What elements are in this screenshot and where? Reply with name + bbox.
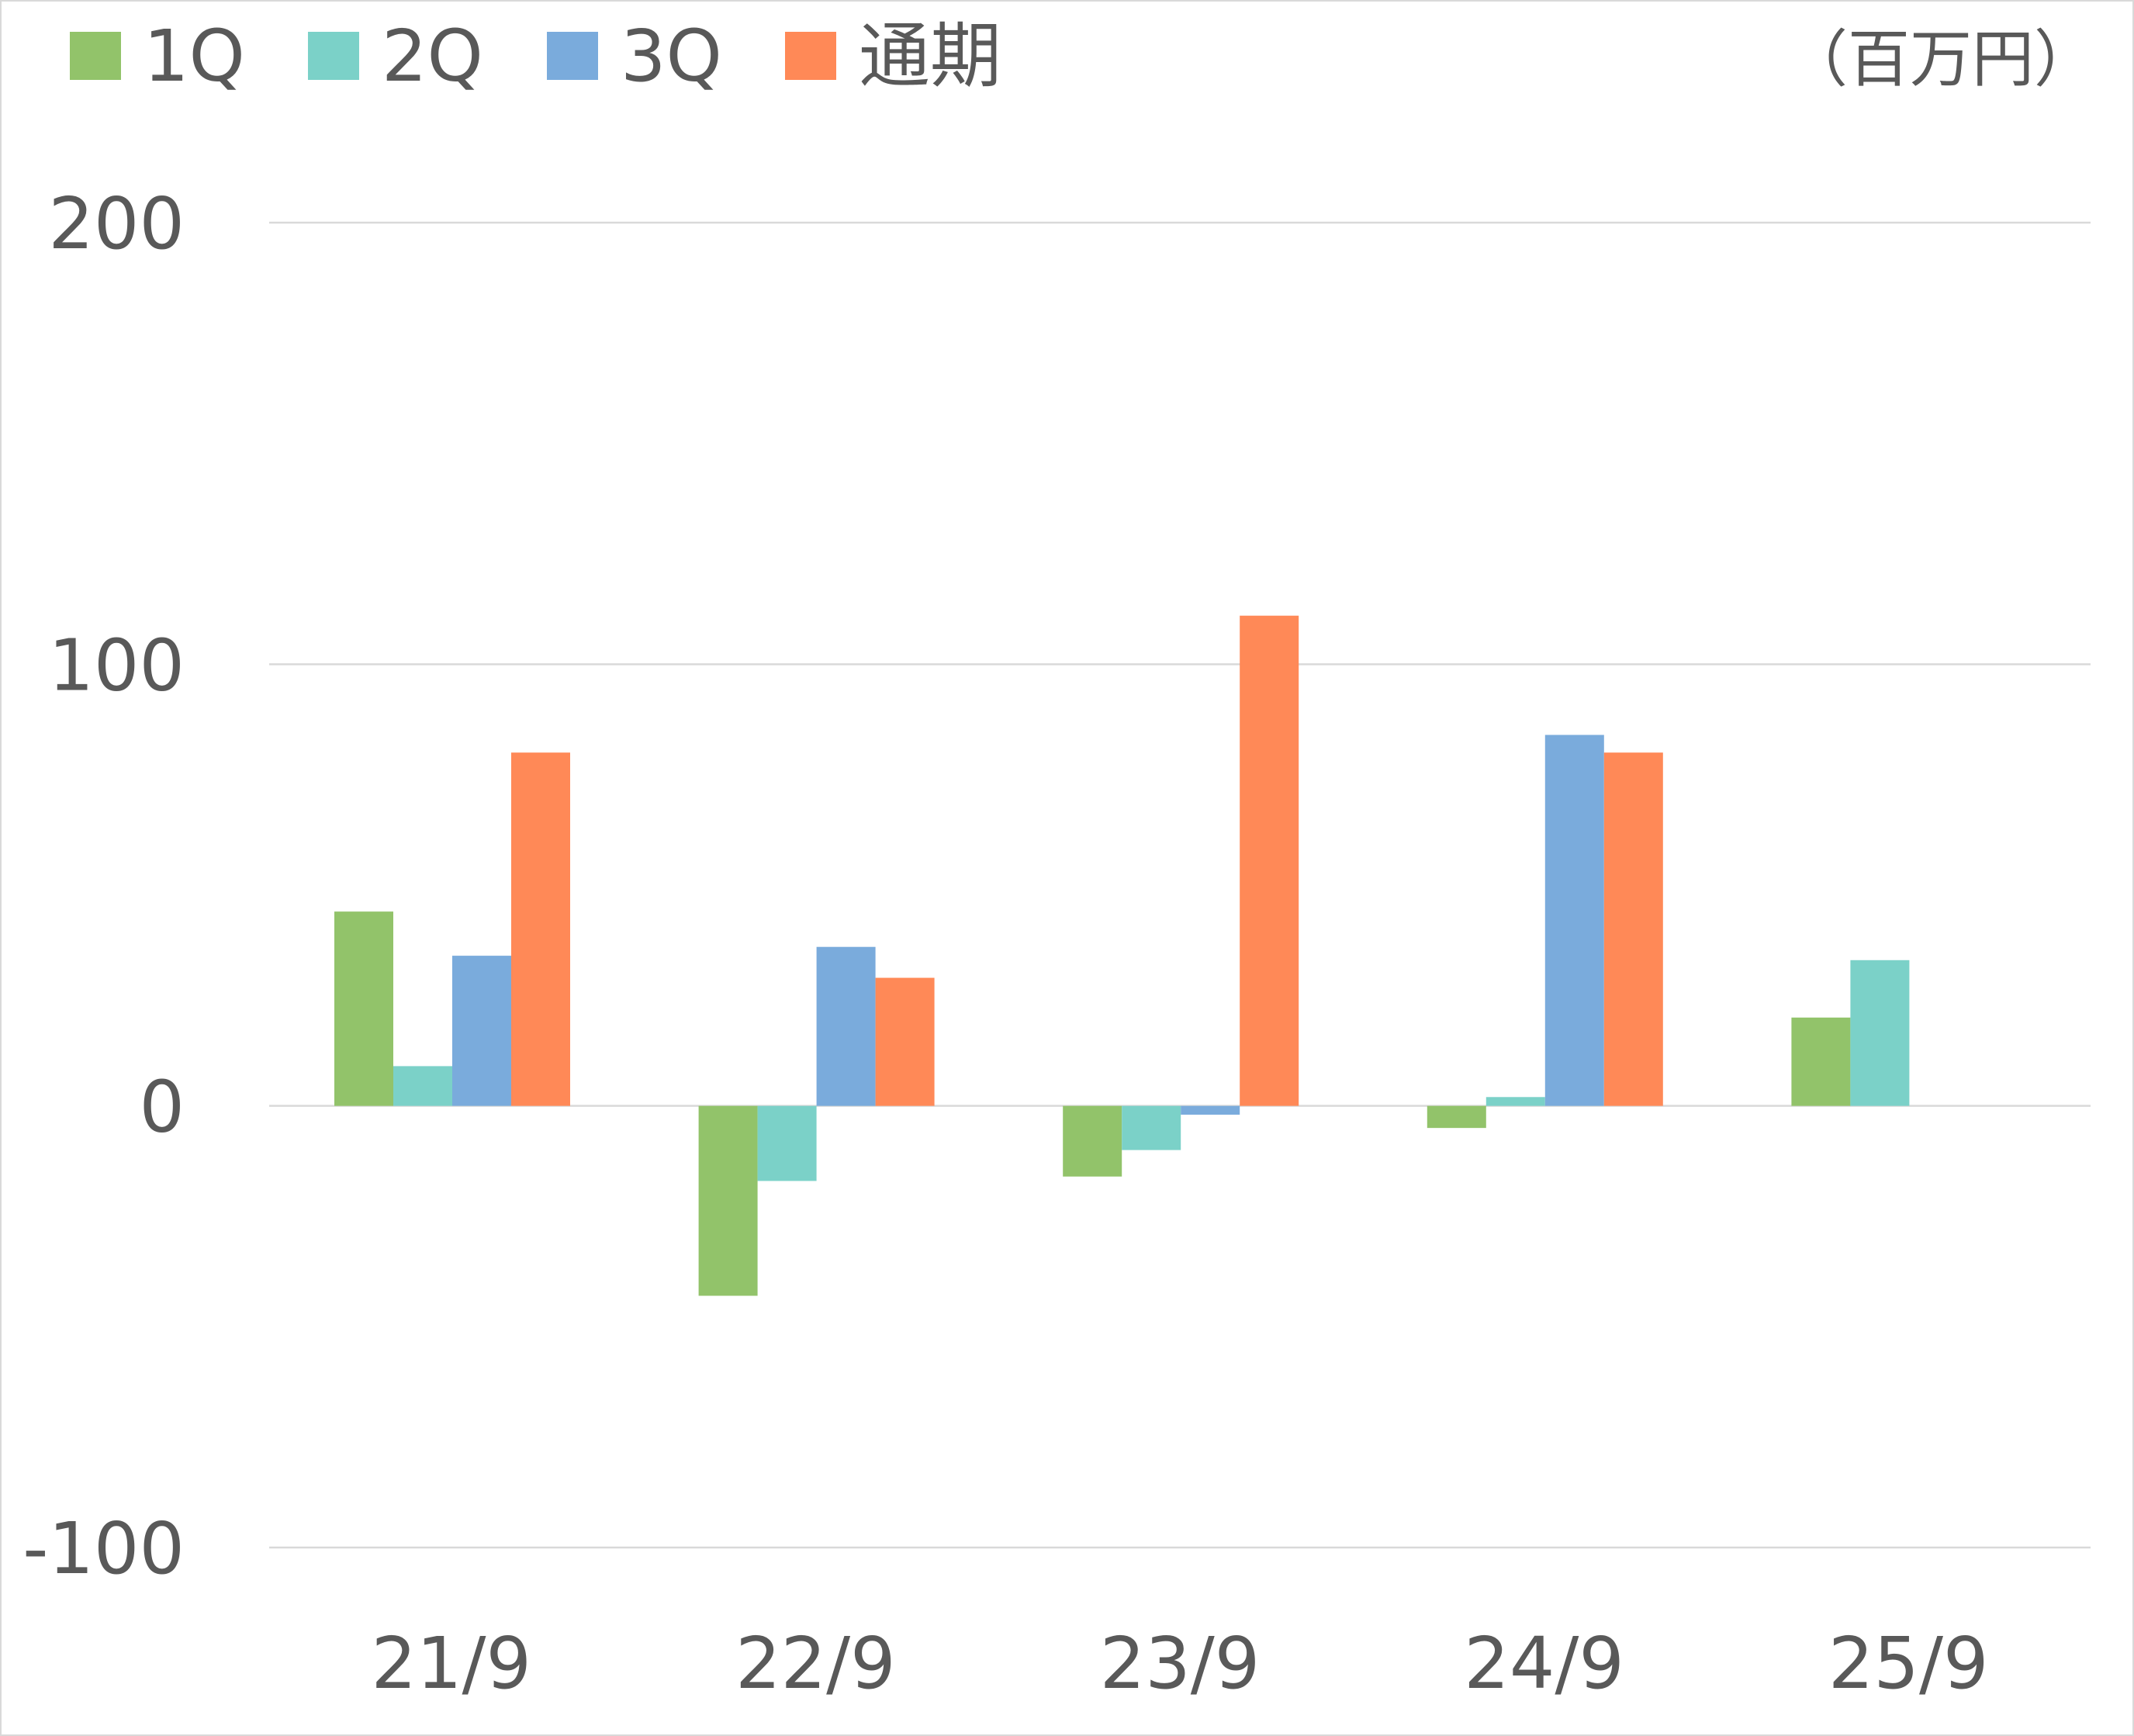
x-tick-label: 23/9 — [1100, 1622, 1261, 1705]
legend-swatch — [547, 32, 598, 80]
x-tick-label: 22/9 — [735, 1622, 896, 1705]
legend-label: 1Q — [144, 15, 245, 98]
legend-label: 3Q — [621, 15, 722, 98]
y-tick-label: 100 — [48, 624, 185, 707]
legend-swatch — [785, 32, 836, 80]
bar-24-9-2Q — [1485, 1097, 1545, 1106]
bar-24-9-3Q — [1544, 735, 1604, 1106]
legend-swatch — [308, 32, 359, 80]
legend-label: 通期 — [859, 15, 1001, 98]
bar-22-9-3Q — [816, 946, 876, 1106]
bar-22-9-1Q — [698, 1105, 758, 1296]
legend: 1Q 2Q 3Q 通期 — [70, 15, 1001, 98]
x-tick-label: 24/9 — [1464, 1622, 1624, 1705]
bar-21-9-1Q — [334, 911, 393, 1106]
bar-24-9-通期 — [1603, 752, 1663, 1106]
bar-25-9-2Q — [1850, 960, 1910, 1106]
y-tick-label: 200 — [48, 182, 185, 265]
bar-23-9-2Q — [1122, 1105, 1181, 1150]
bars — [334, 615, 1910, 1296]
bar-25-9-1Q — [1791, 1017, 1851, 1106]
bar-21-9-2Q — [393, 1066, 452, 1106]
y-tick-label: 0 — [139, 1066, 185, 1149]
unit-label: （百万円） — [1786, 23, 2096, 95]
legend-label: 2Q — [382, 15, 483, 98]
bar-23-9-通期 — [1240, 615, 1299, 1106]
legend-swatch — [70, 32, 121, 80]
bar-23-9-3Q — [1181, 1105, 1240, 1115]
bar-21-9-3Q — [452, 956, 511, 1106]
bar-23-9-1Q — [1063, 1105, 1122, 1177]
y-axis: 200 100 0 -100 — [22, 182, 185, 1590]
x-tick-label: 25/9 — [1828, 1622, 1989, 1705]
bar-24-9-1Q — [1427, 1105, 1486, 1129]
x-tick-label: 21/9 — [371, 1622, 531, 1705]
bar-22-9-通期 — [875, 977, 935, 1106]
x-axis: 21/9 22/9 23/9 24/9 25/9 — [371, 1622, 1988, 1705]
bar-21-9-通期 — [511, 752, 570, 1106]
bar-22-9-2Q — [757, 1105, 817, 1181]
y-tick-label: -100 — [22, 1507, 185, 1590]
